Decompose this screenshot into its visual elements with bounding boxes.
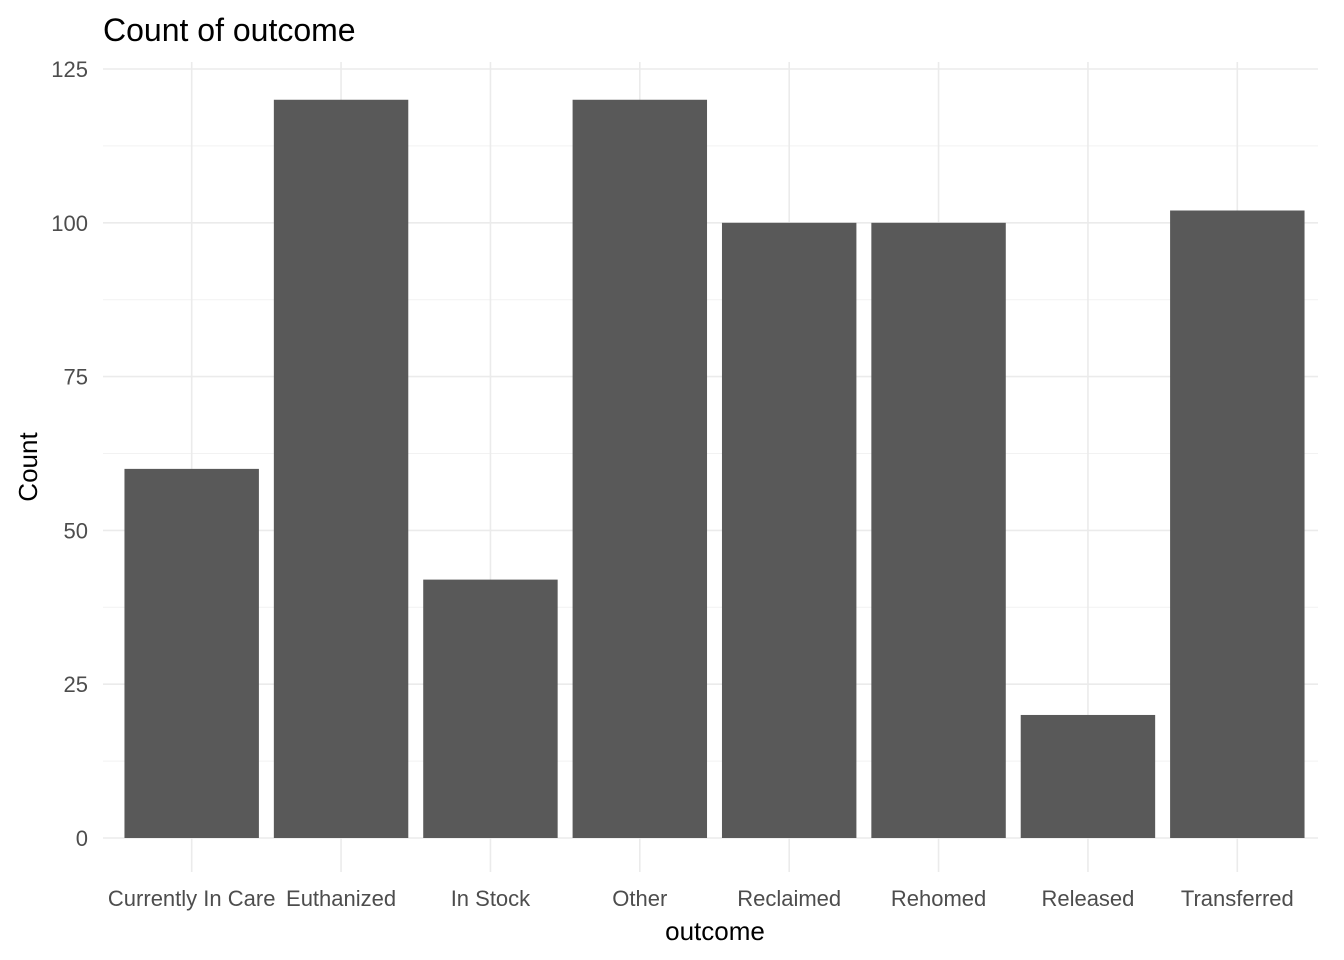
y-tick-label: 25 [64, 672, 88, 697]
x-tick-label: Euthanized [286, 886, 396, 911]
x-tick-label: Rehomed [891, 886, 986, 911]
bar-transferred [1170, 210, 1305, 839]
bars [124, 99, 1305, 839]
y-axis-title: Count [13, 432, 43, 502]
bar-currently-in-care [124, 468, 259, 838]
bar-released [1020, 714, 1156, 838]
bar-reclaimed [721, 222, 857, 839]
bar-in-stock [423, 579, 558, 838]
y-tick-label: 125 [51, 57, 88, 82]
x-axis-ticks: Currently In Care Euthanized In Stock Other… [108, 886, 1294, 911]
y-tick-label: 75 [64, 365, 88, 390]
x-tick-label: In Stock [451, 886, 531, 911]
y-tick-label: 100 [51, 211, 88, 236]
y-axis-ticks: 0 25 50 75 100 125 [51, 57, 88, 851]
bar-euthanized [273, 99, 409, 838]
x-tick-label: Released [1041, 886, 1134, 911]
x-axis-title: outcome [665, 916, 765, 946]
x-tick-label: Transferred [1181, 886, 1294, 911]
chart-title: Count of outcome [103, 12, 356, 48]
x-tick-label: Reclaimed [737, 886, 841, 911]
bar-other [572, 99, 708, 838]
y-tick-label: 50 [64, 518, 88, 543]
x-tick-label: Other [612, 886, 667, 911]
bar-rehomed [871, 222, 1006, 839]
y-tick-label: 0 [76, 826, 88, 851]
x-tick-label: Currently In Care [108, 886, 276, 911]
